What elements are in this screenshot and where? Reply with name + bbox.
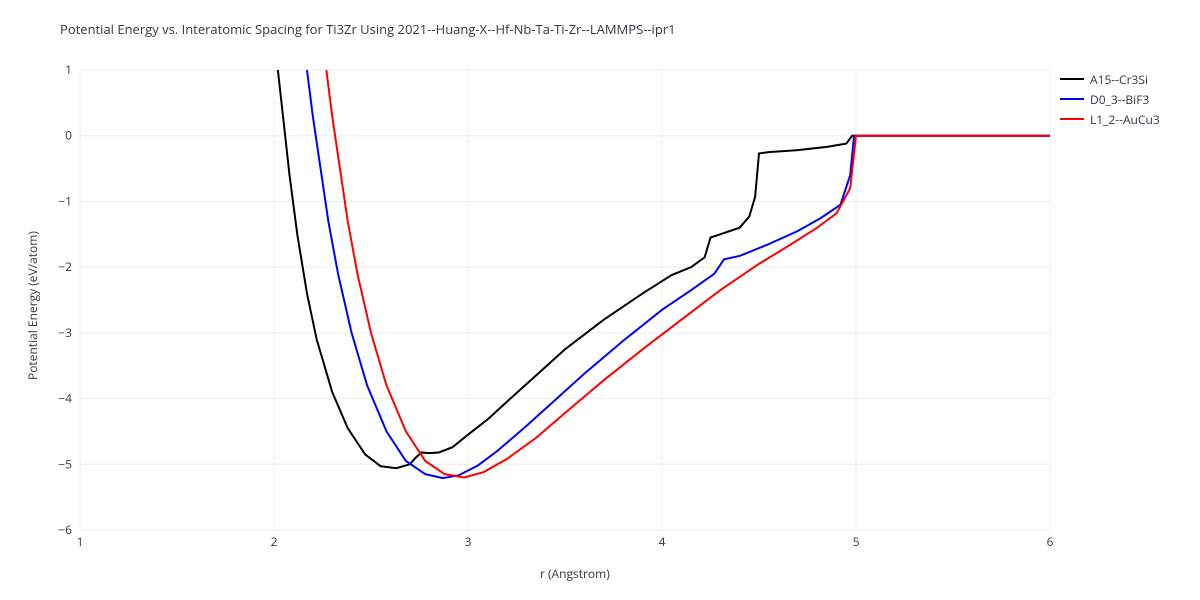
y-tick-label: 1	[65, 61, 72, 78]
plot-area[interactable]: 1 2 3 4 5 6 −6 −5 −4 −3 −2 −1 0 1	[40, 60, 1070, 560]
x-tick-label: 5	[853, 533, 860, 550]
x-axis-label: r (Angstrom)	[540, 565, 610, 582]
chart-title: Potential Energy vs. Interatomic Spacing…	[60, 20, 676, 38]
legend-swatch	[1060, 98, 1084, 100]
legend-item[interactable]: A15--Cr3Si	[1060, 70, 1160, 88]
y-tick-label: −6	[58, 521, 72, 538]
legend-item[interactable]: D0_3--BiF3	[1060, 90, 1160, 108]
y-tick-label: −1	[58, 192, 72, 209]
x-tick-label: 3	[465, 533, 472, 550]
y-tick-label: −5	[58, 455, 72, 472]
legend-item[interactable]: L1_2--AuCu3	[1060, 110, 1160, 128]
y-axis-label: Potential Energy (eV/atom)	[24, 231, 41, 380]
legend-label: A15--Cr3Si	[1090, 71, 1148, 88]
y-tick-label: 0	[65, 127, 72, 144]
legend-swatch	[1060, 78, 1084, 80]
y-tick-label: −2	[58, 258, 72, 275]
chart-container: { "title": { "text": "Potential Energy v…	[0, 0, 1200, 600]
legend-label: D0_3--BiF3	[1090, 91, 1149, 108]
x-tick-label: 6	[1047, 533, 1054, 550]
x-tick-label: 1	[77, 533, 84, 550]
y-tick-label: −3	[58, 324, 72, 341]
x-tick-label: 2	[271, 533, 278, 550]
legend[interactable]: A15--Cr3Si D0_3--BiF3 L1_2--AuCu3	[1060, 70, 1160, 130]
legend-swatch	[1060, 118, 1084, 120]
y-tick-label: −4	[58, 390, 72, 407]
x-tick-label: 4	[659, 533, 666, 550]
legend-label: L1_2--AuCu3	[1090, 111, 1160, 128]
